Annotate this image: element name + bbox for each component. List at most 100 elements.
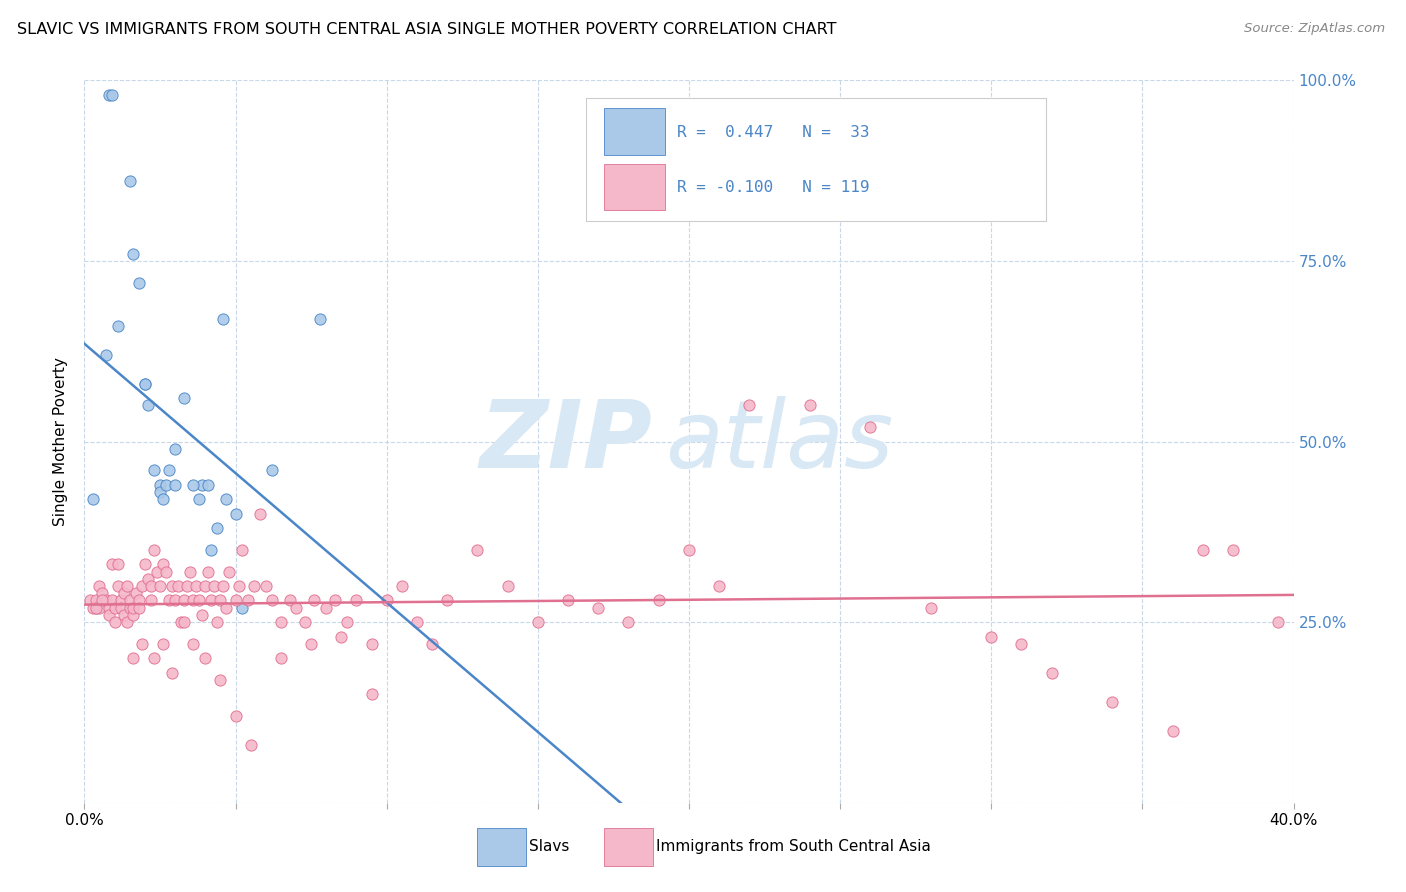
Point bbox=[110, 593, 132, 607]
Point bbox=[152, 558, 174, 572]
Point bbox=[285, 600, 308, 615]
Point bbox=[1101, 695, 1123, 709]
Point bbox=[215, 492, 238, 507]
Point bbox=[165, 478, 187, 492]
Point bbox=[97, 607, 120, 622]
Point bbox=[375, 593, 398, 607]
Point bbox=[209, 593, 232, 607]
Point bbox=[157, 463, 180, 477]
Point bbox=[136, 398, 159, 412]
Point bbox=[157, 593, 180, 607]
Point bbox=[323, 593, 346, 607]
Point bbox=[225, 709, 247, 723]
Point bbox=[100, 87, 122, 102]
Point bbox=[980, 630, 1002, 644]
Point bbox=[188, 593, 211, 607]
Point bbox=[121, 651, 143, 665]
Point bbox=[160, 579, 183, 593]
FancyBboxPatch shape bbox=[605, 828, 652, 865]
Point bbox=[346, 593, 368, 607]
Point bbox=[496, 579, 519, 593]
Point bbox=[738, 398, 761, 412]
Point bbox=[678, 542, 700, 557]
Point bbox=[242, 579, 264, 593]
Point bbox=[188, 492, 211, 507]
Point bbox=[82, 492, 104, 507]
Point bbox=[146, 565, 169, 579]
Point bbox=[89, 579, 111, 593]
Point bbox=[170, 615, 193, 630]
Point bbox=[920, 600, 942, 615]
Point bbox=[218, 565, 240, 579]
Point bbox=[86, 593, 108, 607]
Point bbox=[278, 593, 301, 607]
Point bbox=[270, 651, 292, 665]
Point bbox=[152, 492, 174, 507]
Point bbox=[1222, 542, 1244, 557]
Point bbox=[197, 565, 219, 579]
Point bbox=[100, 593, 122, 607]
Point bbox=[391, 579, 413, 593]
Point bbox=[228, 579, 250, 593]
Point bbox=[260, 463, 283, 477]
Point bbox=[115, 615, 138, 630]
Point bbox=[167, 579, 190, 593]
Point bbox=[173, 391, 195, 405]
Point bbox=[200, 542, 222, 557]
Point bbox=[112, 607, 135, 622]
Point bbox=[315, 600, 337, 615]
Point bbox=[360, 687, 382, 701]
Point bbox=[239, 738, 262, 752]
Text: atlas: atlas bbox=[665, 396, 893, 487]
Point bbox=[225, 593, 247, 607]
Point bbox=[91, 586, 114, 600]
Point bbox=[118, 600, 141, 615]
Point bbox=[155, 565, 177, 579]
Point bbox=[527, 615, 550, 630]
Point bbox=[330, 630, 353, 644]
Point bbox=[173, 615, 195, 630]
Point bbox=[436, 593, 458, 607]
Point bbox=[1011, 637, 1033, 651]
Point bbox=[336, 615, 359, 630]
Point bbox=[1192, 542, 1215, 557]
Point bbox=[100, 558, 122, 572]
Point bbox=[176, 579, 198, 593]
Text: R = -0.100   N = 119: R = -0.100 N = 119 bbox=[676, 179, 869, 194]
Point bbox=[467, 542, 489, 557]
Text: Slavs: Slavs bbox=[529, 839, 569, 855]
Point bbox=[557, 593, 579, 607]
Point bbox=[134, 376, 156, 391]
Point bbox=[128, 600, 150, 615]
Text: SLAVIC VS IMMIGRANTS FROM SOUTH CENTRAL ASIA SINGLE MOTHER POVERTY CORRELATION C: SLAVIC VS IMMIGRANTS FROM SOUTH CENTRAL … bbox=[17, 22, 837, 37]
Point bbox=[121, 607, 143, 622]
Point bbox=[131, 637, 153, 651]
Point bbox=[149, 579, 172, 593]
Point bbox=[207, 615, 229, 630]
Point bbox=[299, 637, 322, 651]
Point bbox=[617, 615, 640, 630]
Point bbox=[104, 615, 127, 630]
Point bbox=[200, 593, 222, 607]
Point bbox=[136, 572, 159, 586]
Point bbox=[181, 637, 204, 651]
Point bbox=[254, 579, 277, 593]
Point bbox=[302, 593, 325, 607]
Point bbox=[110, 600, 132, 615]
Y-axis label: Single Mother Poverty: Single Mother Poverty bbox=[53, 357, 69, 526]
Point bbox=[115, 579, 138, 593]
Point bbox=[212, 579, 235, 593]
Point bbox=[212, 311, 235, 326]
Point bbox=[1040, 665, 1063, 680]
Point bbox=[112, 586, 135, 600]
Point bbox=[139, 593, 162, 607]
Point bbox=[86, 600, 108, 615]
Point bbox=[149, 485, 172, 500]
FancyBboxPatch shape bbox=[586, 98, 1046, 221]
Point bbox=[181, 478, 204, 492]
Point bbox=[142, 463, 165, 477]
Point bbox=[859, 420, 882, 434]
Point bbox=[648, 593, 671, 607]
Point bbox=[225, 507, 247, 521]
Point bbox=[202, 579, 225, 593]
